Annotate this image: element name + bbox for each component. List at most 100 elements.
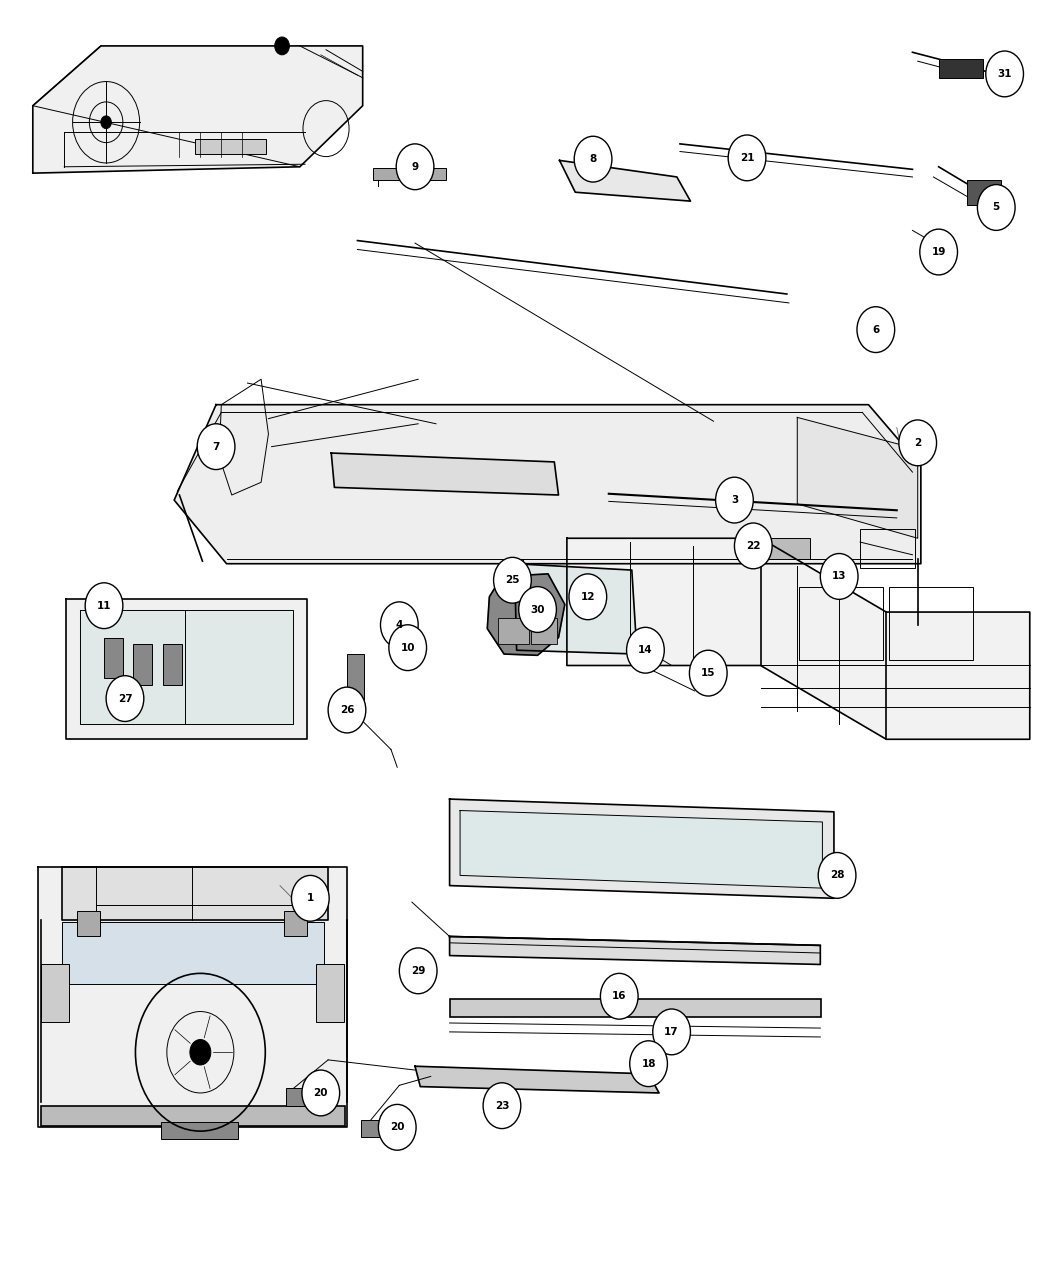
Polygon shape: [415, 1066, 659, 1093]
Polygon shape: [449, 936, 820, 964]
Circle shape: [857, 307, 895, 352]
Circle shape: [601, 973, 638, 1019]
Bar: [195, 139, 267, 154]
Circle shape: [388, 625, 426, 671]
Bar: [346, 654, 363, 708]
Circle shape: [653, 1009, 691, 1054]
Bar: [104, 638, 123, 678]
Bar: [373, 168, 446, 180]
Bar: [41, 964, 69, 1021]
Circle shape: [630, 1040, 668, 1086]
Text: 16: 16: [612, 991, 627, 1001]
Circle shape: [494, 557, 531, 603]
Circle shape: [574, 136, 612, 182]
Bar: [799, 586, 883, 660]
Text: 12: 12: [581, 592, 595, 602]
Text: 18: 18: [642, 1058, 656, 1068]
Polygon shape: [62, 867, 328, 921]
Bar: [316, 964, 343, 1021]
Circle shape: [734, 523, 772, 569]
Bar: [62, 923, 324, 983]
Polygon shape: [174, 404, 921, 564]
Text: 28: 28: [830, 871, 844, 881]
Text: 27: 27: [118, 694, 132, 704]
Text: 19: 19: [931, 247, 946, 258]
Text: 31: 31: [998, 69, 1012, 79]
Circle shape: [899, 419, 937, 465]
Polygon shape: [487, 574, 565, 655]
Polygon shape: [460, 811, 822, 889]
Circle shape: [818, 853, 856, 899]
Circle shape: [101, 116, 111, 129]
Bar: [498, 618, 529, 644]
Text: 7: 7: [212, 441, 219, 451]
Text: 6: 6: [873, 325, 880, 334]
Bar: [360, 1119, 383, 1137]
Circle shape: [190, 1039, 211, 1065]
Circle shape: [106, 676, 144, 722]
Bar: [133, 644, 152, 685]
Text: 2: 2: [915, 437, 921, 448]
Text: 13: 13: [832, 571, 846, 581]
Circle shape: [302, 1070, 339, 1116]
Bar: [77, 912, 100, 936]
Circle shape: [292, 876, 329, 922]
Circle shape: [197, 423, 235, 469]
Text: 14: 14: [638, 645, 653, 655]
Polygon shape: [567, 538, 1030, 739]
Text: 4: 4: [396, 620, 403, 630]
Text: 5: 5: [992, 203, 1000, 213]
Bar: [755, 538, 810, 558]
Circle shape: [690, 650, 727, 696]
Circle shape: [820, 553, 858, 599]
Polygon shape: [66, 599, 308, 740]
Circle shape: [728, 135, 765, 181]
Circle shape: [716, 477, 753, 523]
Circle shape: [569, 574, 607, 620]
Polygon shape: [560, 161, 691, 201]
Text: 25: 25: [505, 575, 520, 585]
Text: 3: 3: [731, 495, 738, 505]
Bar: [531, 618, 558, 644]
Circle shape: [85, 583, 123, 629]
Text: 21: 21: [740, 153, 754, 163]
Text: 30: 30: [530, 604, 545, 615]
Circle shape: [519, 586, 557, 632]
Bar: [285, 912, 308, 936]
Circle shape: [399, 947, 437, 993]
Bar: [287, 1088, 310, 1105]
Text: 29: 29: [411, 966, 425, 975]
Text: 10: 10: [400, 643, 415, 653]
Bar: [860, 529, 915, 567]
Text: 8: 8: [589, 154, 596, 164]
Circle shape: [378, 1104, 416, 1150]
Bar: [161, 1122, 238, 1139]
Circle shape: [275, 37, 290, 55]
Bar: [163, 644, 182, 685]
Bar: [889, 586, 973, 660]
Bar: [41, 1105, 344, 1126]
Text: 1: 1: [307, 894, 314, 903]
Text: 26: 26: [340, 705, 354, 715]
Polygon shape: [80, 609, 293, 724]
Circle shape: [380, 602, 418, 648]
Polygon shape: [449, 799, 834, 899]
Text: 22: 22: [747, 541, 760, 551]
Circle shape: [396, 144, 434, 190]
Text: 20: 20: [390, 1122, 404, 1132]
Circle shape: [978, 185, 1015, 231]
Bar: [939, 59, 983, 78]
Polygon shape: [33, 46, 362, 173]
Bar: [525, 606, 548, 618]
Text: 20: 20: [314, 1088, 328, 1098]
Bar: [449, 998, 821, 1016]
Text: 11: 11: [97, 601, 111, 611]
Text: 15: 15: [701, 668, 715, 678]
Circle shape: [986, 51, 1024, 97]
Circle shape: [328, 687, 365, 733]
Circle shape: [483, 1082, 521, 1128]
Polygon shape: [514, 564, 637, 654]
Text: 23: 23: [495, 1100, 509, 1111]
Bar: [967, 180, 1002, 205]
Circle shape: [920, 230, 958, 275]
